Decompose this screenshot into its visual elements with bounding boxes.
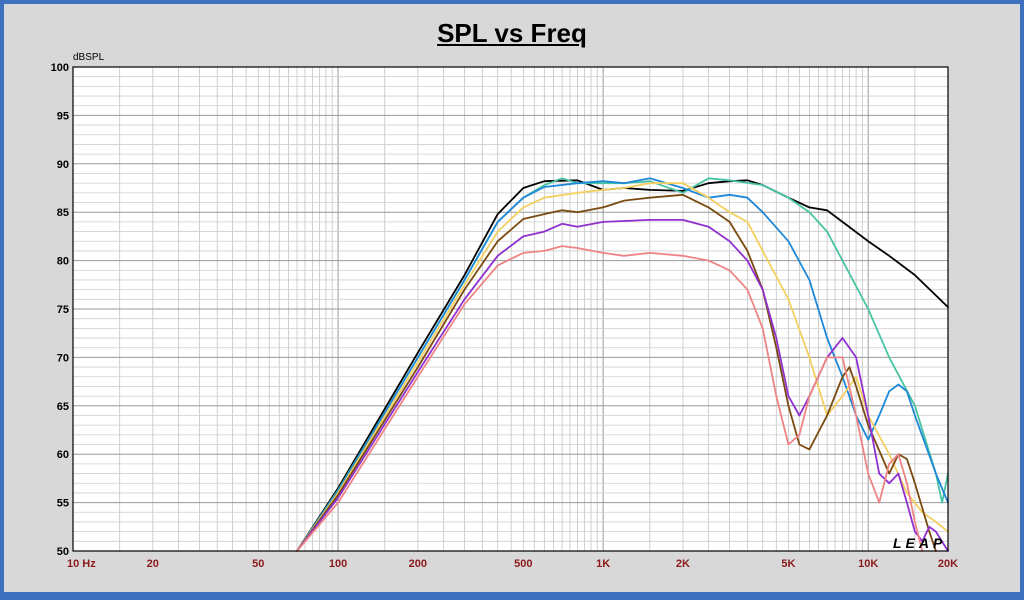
- x-tick-label: 500: [514, 558, 532, 570]
- x-tick-label: 50: [252, 558, 264, 570]
- y-tick-label: 65: [57, 401, 69, 413]
- x-tick-label: 100: [329, 558, 347, 570]
- x-tick-label: 2K: [676, 558, 690, 570]
- series-line-6: [296, 219, 949, 552]
- series-line-7: [296, 245, 924, 552]
- y-axis-label: dBSPL: [73, 52, 105, 63]
- y-tick-label: 75: [57, 304, 69, 316]
- y-tick-label: 85: [57, 207, 69, 219]
- x-tick-label: 1K: [596, 558, 610, 570]
- y-tick-label: 70: [57, 352, 69, 364]
- chart-title: SPL vs Freq: [437, 18, 587, 48]
- x-tick-label: 200: [409, 558, 427, 570]
- series-line-5: [296, 193, 937, 552]
- x-tick-label: 10K: [858, 558, 878, 570]
- y-tick-label: 95: [57, 110, 69, 122]
- y-tick-label: 60: [57, 449, 69, 461]
- x-tick-label: 20K: [938, 558, 958, 570]
- plot-border: [72, 66, 949, 552]
- y-tick-label: 100: [51, 62, 69, 74]
- x-tick-label: 20: [147, 558, 159, 570]
- y-tick-label: 50: [57, 546, 69, 558]
- x-tick-label: 5K: [781, 558, 795, 570]
- series-line-4: [296, 182, 949, 552]
- leap-watermark: LEAP: [893, 535, 946, 551]
- y-tick-label: 55: [57, 498, 69, 510]
- series-line-3: [296, 177, 949, 552]
- x-tick-label: 10 Hz: [67, 558, 96, 570]
- y-tick-label: 90: [57, 159, 69, 171]
- y-tick-label: 80: [57, 256, 69, 268]
- series-line-1: [296, 179, 949, 552]
